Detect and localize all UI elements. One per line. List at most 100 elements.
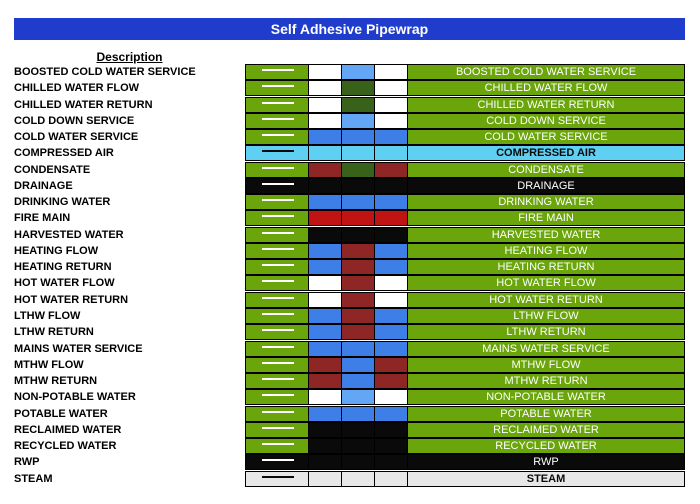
flow-line-icon: [262, 101, 294, 104]
color-band: [374, 308, 407, 323]
row-description: COLD WATER SERVICE: [14, 131, 139, 144]
flow-line-icon: [262, 459, 294, 462]
pipewrap-tape: RECLAIMED WATER: [245, 421, 685, 438]
tape-arrow-area: [246, 162, 308, 177]
tape-label: COLD DOWN SERVICE: [486, 114, 606, 127]
table-row: CHILLED WATER RETURN CHILLED WATER RETURN: [0, 96, 700, 113]
flow-line-icon: [262, 134, 294, 137]
color-band: [308, 65, 341, 79]
table-row: MTHW FLOW MTHW FLOW: [0, 356, 700, 373]
color-band: [308, 374, 341, 389]
row-description: DRAINAGE: [14, 179, 73, 192]
row-description: MTHW FLOW: [14, 358, 84, 371]
tape-label: HOT WATER FLOW: [496, 277, 596, 290]
row-description: RECYCLED WATER: [14, 440, 117, 453]
flow-line-icon: [262, 426, 294, 429]
color-band: [341, 146, 374, 161]
pipewrap-tape: DRINKING WATER: [245, 194, 685, 211]
color-band: [341, 422, 374, 437]
table-row: BOOSTED COLD WATER SERVICE BOOSTED COLD W…: [0, 64, 700, 80]
color-band: [341, 439, 374, 454]
color-band: [308, 81, 341, 96]
color-band: [341, 390, 374, 405]
tape-arrow-area: [246, 471, 308, 486]
flow-line-icon: [262, 345, 294, 348]
tape-label-area: MTHW RETURN: [407, 374, 684, 389]
color-band: [341, 81, 374, 96]
tape-label-area: NON-POTABLE WATER: [407, 390, 684, 405]
row-description: FIRE MAIN: [14, 212, 71, 225]
tape-arrow-area: [246, 130, 308, 145]
tape-arrow-area: [246, 357, 308, 372]
color-band: [308, 471, 341, 486]
flow-line-icon: [262, 199, 294, 202]
table-row: MAINS WATER SERVICE MAINS WATER SERVICE: [0, 340, 700, 357]
tape-arrow-area: [246, 195, 308, 210]
color-band: [374, 81, 407, 96]
table-row: RECYCLED WATER RECYCLED WATER: [0, 438, 700, 455]
color-band: [374, 406, 407, 421]
pipewrap-tape: POTABLE WATER: [245, 405, 685, 422]
pipewrap-tape: MTHW RETURN: [245, 373, 685, 390]
tape-label-area: LTHW FLOW: [407, 308, 684, 323]
flow-line-icon: [262, 443, 294, 446]
tape-arrow-area: [246, 113, 308, 128]
color-band: [341, 341, 374, 356]
pipewrap-tape: COMPRESSED AIR: [245, 145, 685, 162]
tape-label-area: HOT WATER RETURN: [407, 292, 684, 307]
color-band: [374, 130, 407, 145]
tape-label: STEAM: [526, 472, 566, 485]
tape-label: LTHW FLOW: [513, 309, 579, 322]
row-description: HEATING FLOW: [14, 244, 99, 257]
color-band: [374, 374, 407, 389]
color-band: [308, 455, 341, 470]
color-band: [308, 146, 341, 161]
table-row: LTHW FLOW LTHW FLOW: [0, 307, 700, 324]
table-row: HEATING RETURN HEATING RETURN: [0, 259, 700, 276]
flow-line-icon: [262, 394, 294, 397]
color-band: [374, 65, 407, 79]
color-band: [374, 471, 407, 486]
tape-label-area: HEATING RETURN: [407, 260, 684, 275]
tape-arrow-area: [246, 260, 308, 275]
pipewrap-tape: MTHW FLOW: [245, 356, 685, 373]
tape-arrow-area: [246, 308, 308, 323]
table-row: COLD DOWN SERVICE COLD DOWN SERVICE: [0, 112, 700, 129]
tape-label-area: RECLAIMED WATER: [407, 422, 684, 437]
color-band: [374, 292, 407, 307]
tape-label: COLD WATER SERVICE: [484, 131, 608, 144]
row-description: COMPRESSED AIR: [14, 147, 114, 160]
color-band: [341, 130, 374, 145]
tape-label-area: COMPRESSED AIR: [407, 146, 684, 161]
color-band: [374, 113, 407, 128]
pipewrap-tape: RWP: [245, 454, 685, 471]
tape-label-area: BOOSTED COLD WATER SERVICE: [407, 65, 684, 79]
tape-arrow-area: [246, 243, 308, 258]
tape-label: RECLAIMED WATER: [493, 423, 599, 436]
color-band: [341, 97, 374, 112]
color-band: [341, 325, 374, 340]
color-band: [308, 406, 341, 421]
color-band: [341, 357, 374, 372]
tape-label: BOOSTED COLD WATER SERVICE: [455, 66, 637, 78]
color-band: [308, 357, 341, 372]
pipewrap-table: BOOSTED COLD WATER SERVICE BOOSTED COLD W…: [0, 64, 700, 487]
tape-label-area: HARVESTED WATER: [407, 227, 684, 242]
color-band: [374, 227, 407, 242]
color-band: [341, 178, 374, 193]
tape-arrow-area: [246, 422, 308, 437]
flow-line-icon: [262, 85, 294, 88]
pipewrap-tape: HEATING FLOW: [245, 242, 685, 259]
color-band: [308, 162, 341, 177]
color-band: [308, 341, 341, 356]
pipewrap-tape: LTHW RETURN: [245, 324, 685, 341]
tape-arrow-area: [246, 406, 308, 421]
tape-label: MTHW RETURN: [504, 375, 588, 388]
tape-arrow-area: [246, 97, 308, 112]
color-band: [374, 162, 407, 177]
tape-arrow-area: [246, 439, 308, 454]
color-band: [341, 471, 374, 486]
color-band: [308, 276, 341, 291]
table-row: DRINKING WATER DRINKING WATER: [0, 194, 700, 211]
pipewrap-tape: RECYCLED WATER: [245, 438, 685, 455]
